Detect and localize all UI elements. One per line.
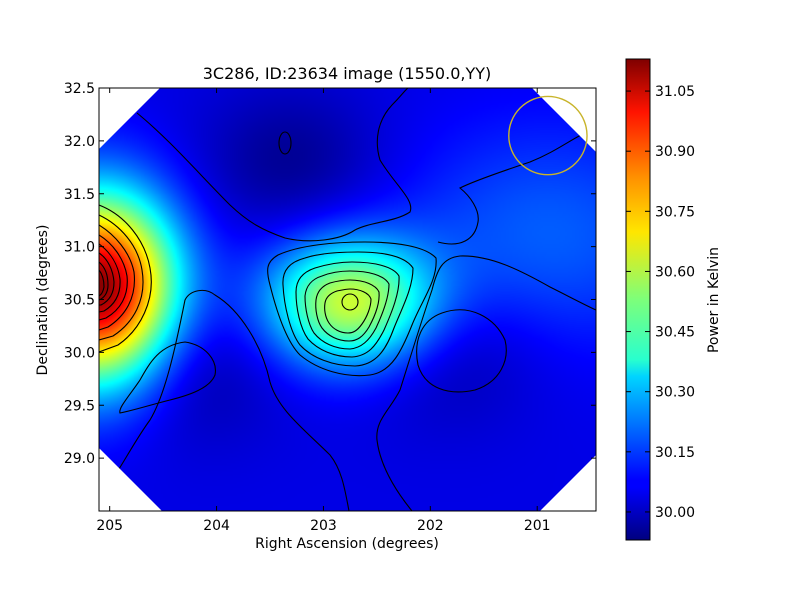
contour-lines — [99, 88, 596, 511]
contour-line — [304, 270, 390, 350]
corner-mask — [99, 88, 160, 149]
corner-mask — [540, 455, 596, 511]
colorbar-tick-label: 30.60 — [655, 264, 695, 280]
y-tick-label: 29.5 — [64, 398, 95, 414]
x-tick-label: 203 — [310, 518, 337, 534]
contour-line — [99, 214, 144, 341]
colorbar-tick-label: 30.90 — [655, 144, 695, 160]
contour-line — [416, 309, 507, 393]
x-tick-label: 201 — [524, 518, 551, 534]
contour-line — [267, 241, 437, 377]
contour-line — [341, 293, 359, 311]
contour-line — [278, 131, 292, 155]
colorbar-tick-label: 30.15 — [655, 445, 695, 461]
corner-mask — [99, 448, 162, 511]
y-axis-label: Declination (degrees) — [35, 225, 51, 376]
colorbar: 30.00 30.15 30.30 30.45 30.60 30.75 30.90 31.05… — [625, 58, 722, 541]
y-tick-label: 31.5 — [64, 187, 95, 203]
plot-area — [99, 88, 596, 511]
corner-mask — [532, 88, 596, 152]
x-axis-label: Right Ascension (degrees) — [255, 536, 439, 552]
colorbar-tick-label: 30.45 — [655, 325, 695, 341]
colorbar-tick-label: 31.05 — [655, 84, 695, 100]
contour-line — [136, 88, 412, 242]
colorbar-ticks: 30.00 30.15 30.30 30.45 30.60 30.75 30.90 31.05 — [626, 84, 695, 521]
contour-line — [324, 288, 372, 334]
contour-line — [99, 261, 109, 301]
contour-line — [295, 261, 400, 358]
contour-line — [99, 234, 128, 321]
x-tick-label: 205 — [96, 518, 123, 534]
colorbar-tick-label: 30.30 — [655, 385, 695, 401]
contour-line — [437, 132, 586, 245]
colorbar-label: Power in Kelvin — [706, 247, 722, 353]
x-tick-label: 202 — [417, 518, 444, 534]
y-tick-label: 32.0 — [64, 134, 95, 150]
contour-line — [119, 341, 216, 414]
contour-line — [282, 251, 414, 367]
contour-line — [99, 269, 105, 297]
contour-line — [99, 252, 115, 306]
edge-masks — [99, 88, 596, 511]
contour-line — [315, 279, 380, 342]
heatmap-image — [99, 88, 596, 511]
contour-line — [99, 243, 121, 313]
y-tick-label: 29.0 — [64, 451, 95, 467]
y-tick-label: 30.0 — [64, 345, 95, 361]
x-axis-ticks: 205 204 203 202 201 — [96, 88, 551, 534]
colorbar-tick-label: 30.75 — [655, 204, 695, 220]
colorbar-tick-label: 30.00 — [655, 505, 695, 521]
y-tick-label: 30.5 — [64, 293, 95, 309]
y-tick-label: 32.5 — [64, 81, 95, 97]
colorbar-gradient — [625, 58, 651, 541]
contour-line — [376, 255, 596, 511]
marker-circle — [508, 95, 588, 176]
contour-line — [99, 289, 350, 511]
x-tick-label: 204 — [203, 518, 230, 534]
y-tick-label: 31.0 — [64, 240, 95, 256]
contour-line — [99, 224, 136, 331]
contour-line — [99, 204, 152, 353]
y-axis-ticks: 29.0 29.5 30.0 30.5 31.0 31.5 32.0 32.5 — [64, 81, 596, 467]
chart-title: 3C286, ID:23634 image (1550.0,YY) — [203, 64, 492, 83]
